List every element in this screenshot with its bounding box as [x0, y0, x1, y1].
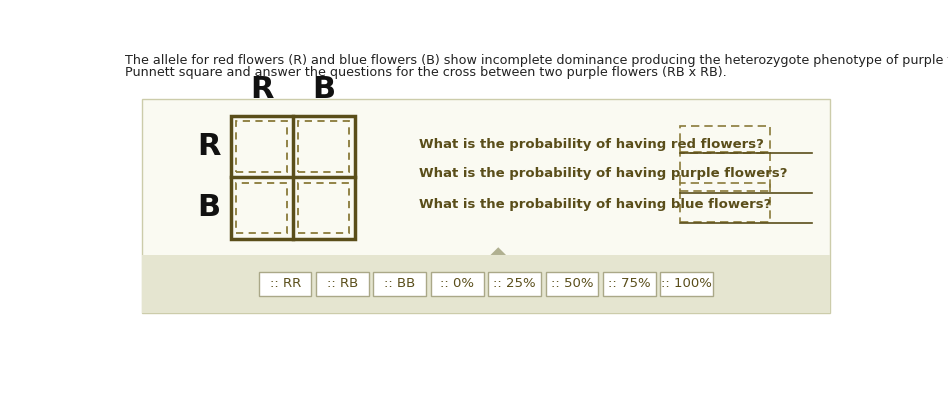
Bar [681, 153, 770, 191]
Text: What is the probability of having purple flowers?: What is the probability of having purple… [419, 167, 788, 180]
Bar [316, 271, 369, 296]
Text: :: RB: :: RB [327, 277, 358, 290]
Bar [299, 183, 350, 233]
Bar [231, 115, 355, 239]
Bar [488, 271, 541, 296]
Text: :: 100%: :: 100% [661, 277, 712, 290]
Text: B: B [312, 75, 336, 104]
Bar [545, 271, 598, 296]
Bar [430, 271, 483, 296]
Text: :: RR: :: RR [269, 277, 301, 290]
Bar [142, 255, 830, 313]
Bar [236, 121, 287, 172]
Text: What is the probability of having red flowers?: What is the probability of having red fl… [419, 138, 764, 151]
Text: :: 50%: :: 50% [551, 277, 593, 290]
Text: :: BB: :: BB [384, 277, 415, 290]
Bar [681, 126, 770, 152]
Bar [374, 271, 427, 296]
Bar [142, 99, 830, 313]
Bar [603, 271, 656, 296]
Text: :: 75%: :: 75% [608, 277, 650, 290]
Text: What is the probability of having blue flowers?: What is the probability of having blue f… [419, 198, 772, 211]
Polygon shape [490, 247, 506, 255]
Bar [660, 271, 713, 296]
Text: :: 25%: :: 25% [493, 277, 536, 290]
Text: Punnett square and answer the questions for the cross between two purple flowers: Punnett square and answer the questions … [125, 66, 726, 79]
Bar [259, 271, 312, 296]
Bar [681, 183, 770, 222]
Text: The allele for red flowers (R) and blue flowers (B) show incomplete dominance pr: The allele for red flowers (R) and blue … [125, 54, 948, 67]
Bar [236, 183, 287, 233]
Bar [299, 121, 350, 172]
Text: :: 0%: :: 0% [440, 277, 474, 290]
Text: R: R [197, 132, 221, 161]
Text: R: R [250, 75, 274, 104]
Text: B: B [197, 194, 221, 222]
